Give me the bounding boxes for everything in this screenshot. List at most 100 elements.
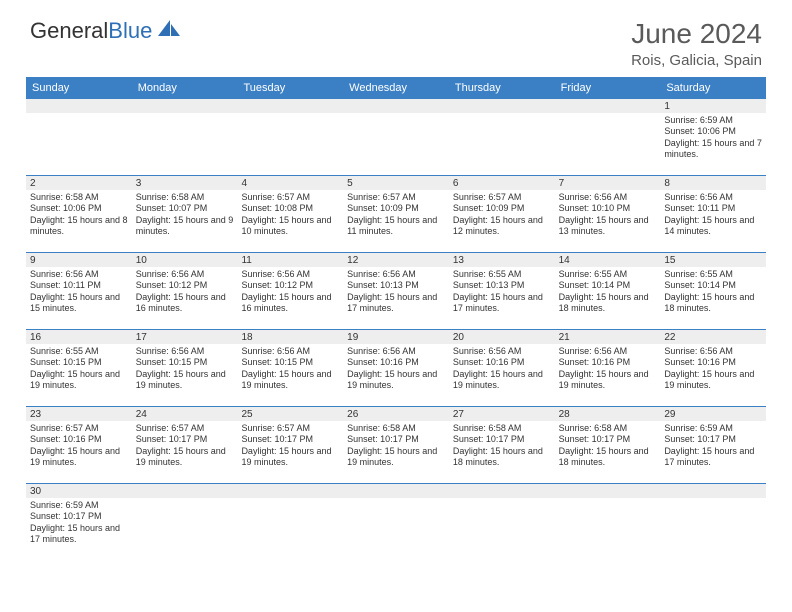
daylight-text: Daylight: 15 hours and 8 minutes. [30, 215, 128, 238]
sunset-text: Sunset: 10:17 PM [347, 434, 445, 445]
day-number: 9 [26, 253, 132, 267]
sunset-text: Sunset: 10:14 PM [664, 280, 762, 291]
day-number: 21 [555, 330, 661, 344]
sunset-text: Sunset: 10:17 PM [559, 434, 657, 445]
sunset-text: Sunset: 10:16 PM [30, 434, 128, 445]
sunset-text: Sunset: 10:07 PM [136, 203, 234, 214]
sunrise-text: Sunrise: 6:57 AM [241, 423, 339, 434]
day-cell: Sunrise: 6:58 AMSunset: 10:17 PMDaylight… [343, 421, 449, 483]
sunset-text: Sunset: 10:13 PM [453, 280, 551, 291]
sunset-text: Sunset: 10:06 PM [30, 203, 128, 214]
calendar: Sunday Monday Tuesday Wednesday Thursday… [26, 77, 766, 560]
daylight-text: Daylight: 15 hours and 10 minutes. [241, 215, 339, 238]
day-number: 26 [343, 407, 449, 421]
daylight-text: Daylight: 15 hours and 18 minutes. [559, 446, 657, 469]
sunset-text: Sunset: 10:06 PM [664, 126, 762, 137]
sunrise-text: Sunrise: 6:56 AM [559, 192, 657, 203]
daynum-row: 1 [26, 99, 766, 113]
day-header: Friday [555, 77, 661, 99]
daylight-text: Daylight: 15 hours and 19 minutes. [453, 369, 551, 392]
daylight-text: Daylight: 15 hours and 19 minutes. [136, 446, 234, 469]
sunset-text: Sunset: 10:12 PM [241, 280, 339, 291]
sunset-text: Sunset: 10:15 PM [241, 357, 339, 368]
logo-text2: Blue [108, 18, 152, 44]
day-number [237, 99, 343, 113]
sunset-text: Sunset: 10:13 PM [347, 280, 445, 291]
day-cell: Sunrise: 6:56 AMSunset: 10:16 PMDaylight… [343, 344, 449, 406]
sunset-text: Sunset: 10:08 PM [241, 203, 339, 214]
sunset-text: Sunset: 10:09 PM [453, 203, 551, 214]
day-header: Thursday [449, 77, 555, 99]
day-number: 19 [343, 330, 449, 344]
daylight-text: Daylight: 15 hours and 13 minutes. [559, 215, 657, 238]
sunset-text: Sunset: 10:17 PM [30, 511, 128, 522]
sunrise-text: Sunrise: 6:59 AM [664, 423, 762, 434]
daynum-row: 9101112131415 [26, 253, 766, 267]
title-block: June 2024 Rois, Galicia, Spain [631, 18, 762, 69]
daylight-text: Daylight: 15 hours and 9 minutes. [136, 215, 234, 238]
day-cell: Sunrise: 6:56 AMSunset: 10:11 PMDaylight… [26, 267, 132, 329]
daylight-text: Daylight: 15 hours and 18 minutes. [559, 292, 657, 315]
day-cell: Sunrise: 6:56 AMSunset: 10:16 PMDaylight… [660, 344, 766, 406]
day-number [449, 99, 555, 113]
day-cell: Sunrise: 6:56 AMSunset: 10:13 PMDaylight… [343, 267, 449, 329]
day-cell: Sunrise: 6:59 AMSunset: 10:06 PMDaylight… [660, 113, 766, 175]
body-row: Sunrise: 6:57 AM Sunset: 10:16 PM Daylight… [26, 421, 766, 483]
day-number: 29 [660, 407, 766, 421]
sunrise-text: Sunrise: 6:55 AM [559, 269, 657, 280]
header: GeneralBlue June 2024 Rois, Galicia, Spa… [0, 0, 792, 77]
body-row: Sunrise: 6:55 AMSunset: 10:15 PMDaylight… [26, 344, 766, 406]
daylight-text: Daylight: 15 hours and 19 minutes. [559, 369, 657, 392]
body-row: Sunrise: 6:59 AMSunset: 10:17 PMDaylight… [26, 498, 766, 560]
sunrise-text: Sunrise: 6:56 AM [347, 269, 445, 280]
sunset-text: Sunset: 10:09 PM [347, 203, 445, 214]
day-number: 28 [555, 407, 661, 421]
sail-icon [156, 18, 182, 44]
daylight-text: Daylight: 15 hours and 7 minutes. [664, 138, 762, 161]
sunrise-text: Sunrise: 6:58 AM [30, 192, 128, 203]
day-cell: Sunrise: 6:58 AMSunset: 10:06 PMDaylight… [26, 190, 132, 252]
sunset-text: Sunset: 10:16 PM [664, 357, 762, 368]
daylight-text: Daylight: 15 hours and 18 minutes. [453, 446, 551, 469]
day-cell: Sunrise: 6:57 AMSunset: 10:08 PMDaylight… [237, 190, 343, 252]
day-header: Saturday [660, 77, 766, 99]
sunrise-text: Sunrise: 6:56 AM [136, 269, 234, 280]
day-cell: Sunrise: 6:57 AMSunset: 10:17 PMDaylight… [132, 421, 238, 483]
daynum-row: 30 [26, 484, 766, 498]
daylight-text: Daylight: 15 hours and 17 minutes. [453, 292, 551, 315]
sunset-text: Sunset: 10:15 PM [136, 357, 234, 368]
day-number [132, 484, 238, 498]
sunset-text: Sunset: 10:11 PM [30, 280, 128, 291]
day-cell: Sunrise: 6:59 AMSunset: 10:17 PMDaylight… [26, 498, 132, 560]
sunrise-text: Sunrise: 6:56 AM [347, 346, 445, 357]
week-row: 16171819202122Sunrise: 6:55 AMSunset: 10… [26, 330, 766, 407]
sunrise-text: Sunrise: 6:58 AM [347, 423, 445, 434]
day-number: 18 [237, 330, 343, 344]
sunset-text: Sunset: 10:17 PM [453, 434, 551, 445]
day-cell: Sunrise: 6:58 AMSunset: 10:17 PMDaylight… [449, 421, 555, 483]
sunrise-text: Sunrise: 6:58 AM [559, 423, 657, 434]
sunset-text: Sunset: 10:11 PM [664, 203, 762, 214]
sunrise-text: Sunrise: 6:56 AM [241, 269, 339, 280]
sunrise-text: Sunrise: 6:56 AM [664, 192, 762, 203]
logo-text1: General [30, 18, 108, 44]
day-cell [343, 498, 449, 560]
week-row: 1Sunrise: 6:59 AMSunset: 10:06 PMDayligh… [26, 99, 766, 176]
sunset-text: Sunset: 10:16 PM [347, 357, 445, 368]
daylight-text: Daylight: 15 hours and 19 minutes. [241, 369, 339, 392]
day-cell [26, 113, 132, 175]
sunrise-text: Sunrise: 6:57 AM [347, 192, 445, 203]
day-number: 7 [555, 176, 661, 190]
body-row: Sunrise: 6:56 AM Sunset: 10:11 PM Daylight… [26, 267, 766, 329]
day-cell [660, 498, 766, 560]
day-cell: Sunrise: 6:57 AMSunset: 10:17 PMDaylight… [237, 421, 343, 483]
daynum-row: 23242526272829 [26, 407, 766, 421]
sunrise-text: Sunrise: 6:56 AM [136, 346, 234, 357]
sunrise-text: Sunrise: 6:56 AM [664, 346, 762, 357]
day-cell: Sunrise: 6:57 AMSunset: 10:16 PMDaylight… [26, 421, 132, 483]
day-number [449, 484, 555, 498]
day-number: 4 [237, 176, 343, 190]
day-cell [555, 498, 661, 560]
day-cell: Sunrise: 6:55 AMSunset: 10:14 PMDaylight… [660, 267, 766, 329]
day-header: Sunday [26, 77, 132, 99]
